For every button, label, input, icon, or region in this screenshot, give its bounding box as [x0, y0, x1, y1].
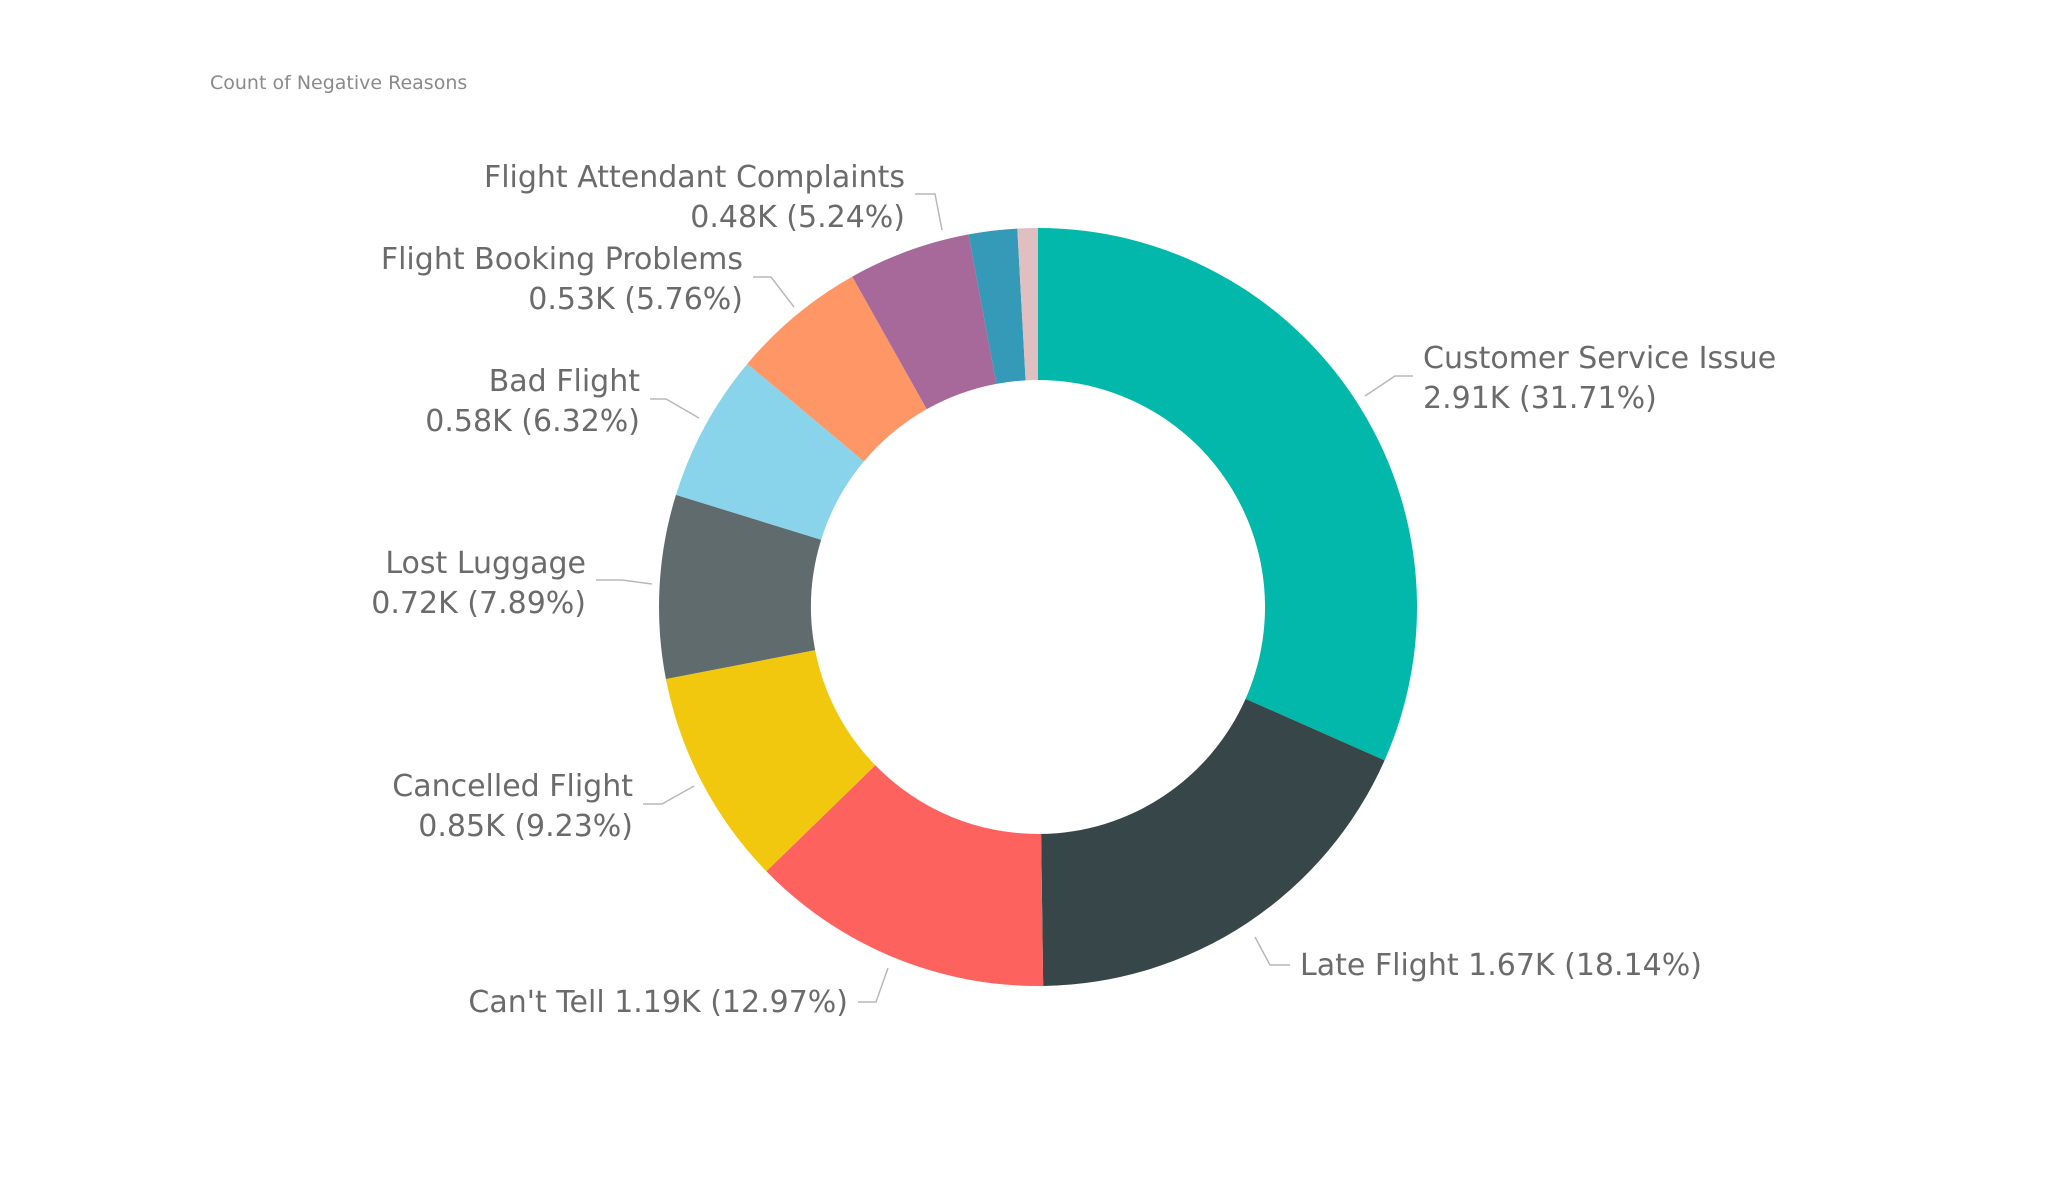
slice-label-2: Late Flight 1.67K (18.14%) [1300, 948, 1702, 983]
donut-slice-8[interactable] [852, 234, 997, 410]
slice-value-label-1: 2.91K (31.71%) [1423, 381, 1657, 416]
donut-slice-4[interactable] [665, 650, 876, 872]
donut-slice-10[interactable] [1017, 228, 1038, 381]
leader-lines [596, 193, 1413, 1003]
leader-line-7 [753, 276, 795, 308]
leader-line-4 [643, 785, 695, 805]
donut-slice-9[interactable] [968, 228, 1026, 384]
chart-title: Count of Negative Reasons [210, 72, 468, 94]
slice-value-label-5: 0.72K (7.89%) [371, 586, 586, 621]
slice-value-label-8: 0.48K (5.24%) [690, 200, 905, 235]
donut-slice-6[interactable] [675, 363, 864, 540]
leader-line-3 [858, 967, 889, 1003]
leader-line-1 [1364, 375, 1413, 397]
slice-label-5: Lost Luggage [385, 546, 586, 581]
donut-slice-2[interactable] [1041, 698, 1385, 986]
slice-label-4: Cancelled Flight [392, 769, 633, 804]
slice-label-8: Flight Attendant Complaints [484, 160, 905, 195]
slice-label-3: Can't Tell 1.19K (12.97%) [468, 985, 848, 1020]
donut-slice-1[interactable] [1038, 228, 1417, 761]
leader-line-5 [596, 579, 653, 585]
leader-line-2 [1254, 936, 1290, 966]
slice-label-6: Bad Flight [489, 364, 641, 399]
slice-label-1: Customer Service Issue [1423, 341, 1776, 376]
donut-slice-5[interactable] [658, 494, 822, 680]
slice-value-label-7: 0.53K (5.76%) [528, 282, 743, 317]
slice-labels: Customer Service Issue 2.91K (31.71%) Late… [371, 160, 1776, 1020]
slice-value-label-4: 0.85K (9.23%) [418, 809, 633, 844]
slice-label-7: Flight Booking Problems [381, 242, 743, 277]
leader-line-8 [915, 193, 943, 231]
donut-slice-7[interactable] [747, 276, 927, 462]
donut-slice-3[interactable] [766, 765, 1044, 986]
leader-line-6 [650, 398, 700, 419]
slice-value-label-6: 0.58K (6.32%) [425, 404, 640, 439]
donut-slices [658, 228, 1417, 986]
